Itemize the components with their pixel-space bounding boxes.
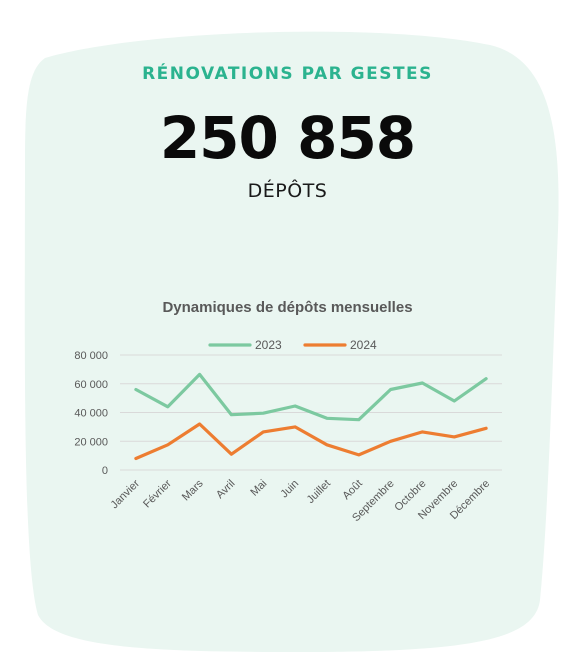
legend-label: 2024 — [350, 338, 377, 352]
x-tick-label: Avril — [214, 478, 237, 501]
y-tick-label: 80 000 — [74, 350, 108, 362]
legend-label: 2023 — [255, 338, 282, 352]
y-tick-label: 0 — [102, 465, 108, 477]
y-tick-label: 60 000 — [74, 379, 108, 391]
x-tick-label: Janvier — [108, 477, 142, 511]
x-tick-label: Février — [141, 477, 174, 510]
x-tick-label: Mai — [248, 478, 269, 499]
y-tick-label: 40 000 — [74, 408, 108, 420]
x-tick-label: Août — [340, 478, 364, 502]
y-tick-label: 20 000 — [74, 436, 108, 448]
x-tick-label: Juillet — [305, 478, 333, 506]
x-tick-label: Mars — [180, 477, 206, 503]
x-tick-label: Juin — [278, 478, 301, 501]
